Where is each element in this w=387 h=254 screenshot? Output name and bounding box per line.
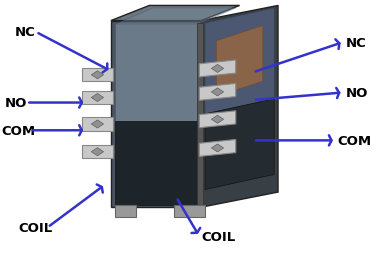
Text: NC: NC [15, 26, 36, 39]
Polygon shape [91, 120, 104, 129]
Polygon shape [205, 9, 274, 115]
Text: NO: NO [345, 87, 368, 100]
Text: NC: NC [345, 36, 366, 49]
Polygon shape [199, 61, 236, 77]
Polygon shape [82, 118, 113, 131]
Polygon shape [197, 24, 203, 205]
Polygon shape [211, 88, 224, 97]
Polygon shape [205, 99, 274, 190]
Polygon shape [111, 22, 201, 208]
Text: NO: NO [5, 97, 27, 110]
Text: COM: COM [2, 124, 36, 137]
Polygon shape [82, 92, 113, 105]
Polygon shape [199, 112, 236, 128]
Polygon shape [211, 116, 224, 124]
Polygon shape [115, 122, 197, 205]
Polygon shape [82, 69, 113, 82]
Polygon shape [82, 146, 113, 159]
Polygon shape [91, 71, 104, 80]
Polygon shape [111, 6, 240, 22]
Polygon shape [91, 148, 104, 156]
Text: COM: COM [337, 134, 372, 147]
Polygon shape [115, 9, 236, 25]
Polygon shape [115, 24, 197, 122]
Polygon shape [201, 6, 278, 208]
Polygon shape [211, 65, 224, 73]
Polygon shape [217, 26, 263, 97]
Polygon shape [115, 205, 136, 217]
Text: COIL: COIL [201, 230, 235, 243]
Polygon shape [211, 144, 224, 152]
Polygon shape [199, 140, 236, 157]
Polygon shape [91, 94, 104, 102]
Text: COIL: COIL [19, 221, 53, 234]
Polygon shape [174, 205, 205, 217]
Polygon shape [199, 84, 236, 101]
